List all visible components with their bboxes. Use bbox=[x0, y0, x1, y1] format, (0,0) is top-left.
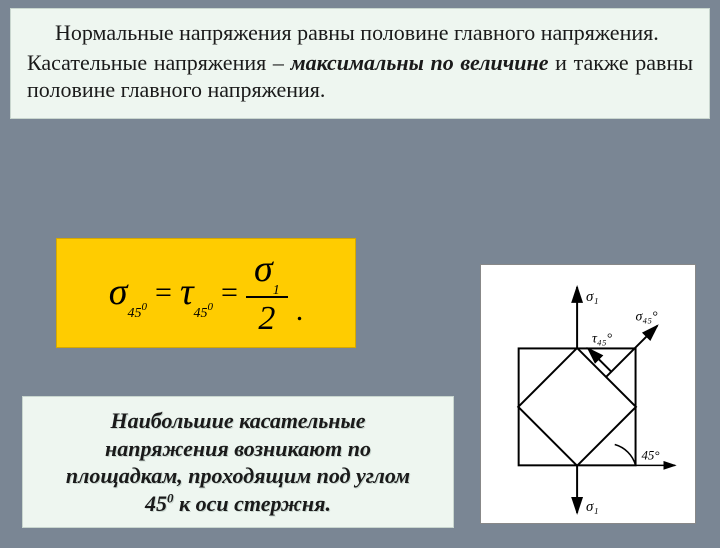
sigma-45: σ450 bbox=[109, 270, 147, 317]
label-angle45: 45° bbox=[642, 448, 660, 462]
stress-diagram: σ₁ σ₁ σ₄₅° τ₄₅° 45° bbox=[480, 264, 696, 524]
paragraph-shear-stress: Касательные напряжения – максимальны по … bbox=[27, 49, 693, 104]
period: . bbox=[296, 294, 304, 336]
c-l4b: к оси стержня. bbox=[174, 491, 331, 516]
p2-emph: максимальны по величине bbox=[291, 50, 549, 75]
formula: σ450 = τ450 = σ1 2 . bbox=[109, 250, 303, 337]
c-l4a: 45 bbox=[145, 491, 167, 516]
fraction: σ1 2 bbox=[246, 250, 288, 337]
tau-45: τ450 bbox=[180, 270, 213, 317]
formula-box: σ450 = τ450 = σ1 2 . bbox=[56, 238, 356, 348]
equals-2: = bbox=[221, 276, 238, 310]
label-sigma1-bot: σ₁ bbox=[586, 499, 599, 515]
diagram-svg: σ₁ σ₁ σ₄₅° τ₄₅° 45° bbox=[481, 265, 695, 523]
label-sigma1-top: σ₁ bbox=[586, 289, 599, 305]
conclusion-text: Наибольшие касательные напряжения возник… bbox=[31, 407, 445, 517]
arrow-tau45 bbox=[588, 348, 612, 372]
arrow-sigma45 bbox=[606, 326, 658, 378]
equals-1: = bbox=[155, 276, 172, 310]
c-l3: площадкам, проходящим под углом bbox=[66, 463, 410, 488]
angle-arc bbox=[615, 445, 636, 466]
label-sigma45: σ₄₅° bbox=[636, 310, 658, 325]
p1-text: Нормальные напряжения равны половине гла… bbox=[55, 20, 659, 45]
paragraph-normal-stress: Нормальные напряжения равны половине гла… bbox=[27, 19, 693, 47]
intro-text-box: Нормальные напряжения равны половине гла… bbox=[10, 8, 710, 119]
conclusion-box: Наибольшие касательные напряжения возник… bbox=[22, 396, 454, 528]
p2-lead: Касательные напряжения – bbox=[27, 50, 291, 75]
c-l2: напряжения возникают по bbox=[105, 436, 371, 461]
label-tau45: τ₄₅° bbox=[592, 331, 613, 346]
c-l1: Наибольшие касательные bbox=[110, 408, 365, 433]
